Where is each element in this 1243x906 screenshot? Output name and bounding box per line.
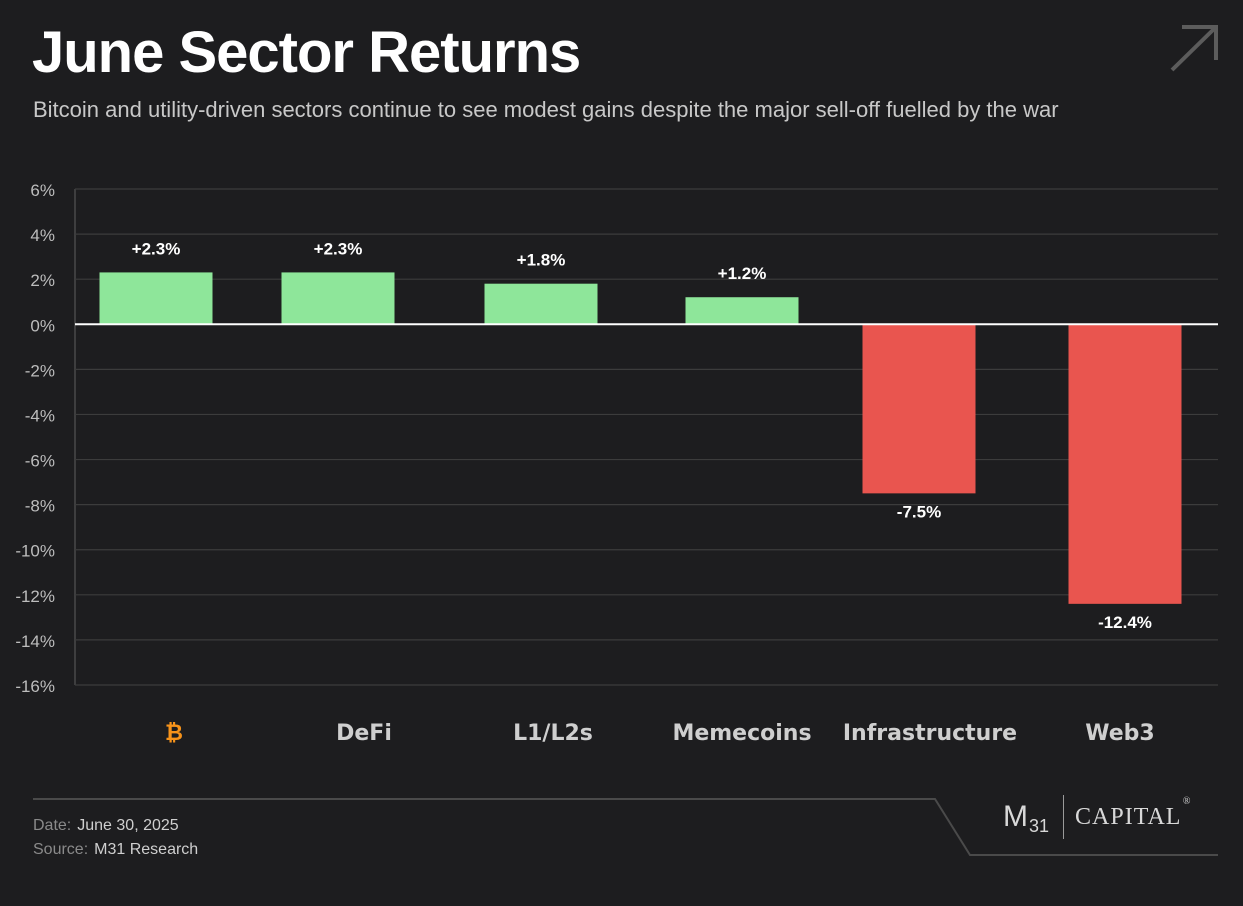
- bar-5: [1068, 324, 1182, 604]
- category-label: Web3: [1085, 721, 1154, 746]
- y-tick-label: 6%: [30, 181, 55, 200]
- date-value: June 30, 2025: [77, 817, 179, 834]
- data-label: +2.3%: [314, 239, 363, 258]
- category-label: DeFi: [336, 721, 392, 746]
- y-tick-label: -2%: [25, 361, 55, 380]
- y-tick-label: -16%: [15, 677, 55, 696]
- y-tick-label: -10%: [15, 542, 55, 561]
- logo-registered: ®: [1182, 795, 1192, 807]
- logo-m: M: [1003, 800, 1028, 833]
- y-tick-label: -8%: [25, 497, 55, 516]
- y-tick-label: 4%: [30, 226, 55, 245]
- source-value: M31 Research: [94, 841, 199, 858]
- logo-divider: [1063, 795, 1065, 839]
- category-label: Memecoins: [672, 721, 811, 746]
- logo-capital-text: CAPITAL: [1075, 803, 1182, 830]
- date-label: Date:: [33, 817, 72, 834]
- bar-1: [281, 272, 395, 325]
- logo-capital: CAPITAL ®: [1075, 796, 1190, 831]
- bar-2: [484, 283, 598, 325]
- bar-3: [685, 297, 799, 325]
- y-tick-label: -14%: [15, 632, 55, 651]
- y-tick-label: -6%: [25, 452, 55, 471]
- category-label: Infrastructure: [843, 721, 1017, 746]
- m31-capital-logo: M 31 CAPITAL ®: [1003, 794, 1190, 840]
- footer-source: Source: M31 Research: [33, 841, 198, 859]
- logo-sub: 31: [1029, 815, 1050, 836]
- y-tick-label: -4%: [25, 406, 55, 425]
- data-label: +1.2%: [718, 264, 767, 283]
- footer-date: Date: June 30, 2025: [33, 817, 179, 835]
- chart-subtitle: Bitcoin and utility-driven sectors conti…: [33, 97, 1059, 122]
- data-label: -12.4%: [1098, 613, 1152, 632]
- category-label: L1/L2s: [513, 721, 593, 746]
- bar-0: [99, 272, 213, 325]
- data-label: +2.3%: [132, 239, 181, 258]
- bar-chart: 6% 4% 2% 0% -2% -4% -6% -8% -10% -12% -14% -16% +2.…: [15, 181, 1218, 746]
- data-label: +1.8%: [517, 251, 566, 270]
- bar-4: [862, 324, 976, 494]
- category-label-bitcoin: ₿: [165, 721, 183, 746]
- y-tick-label: 2%: [30, 271, 55, 290]
- y-tick-label: -12%: [15, 587, 55, 606]
- arrow-up-right-icon[interactable]: [1166, 22, 1222, 74]
- y-tick-label: 0%: [30, 316, 55, 335]
- chart-title: June Sector Returns: [32, 20, 581, 85]
- source-label: Source:: [33, 841, 89, 858]
- data-label: -7.5%: [897, 502, 941, 521]
